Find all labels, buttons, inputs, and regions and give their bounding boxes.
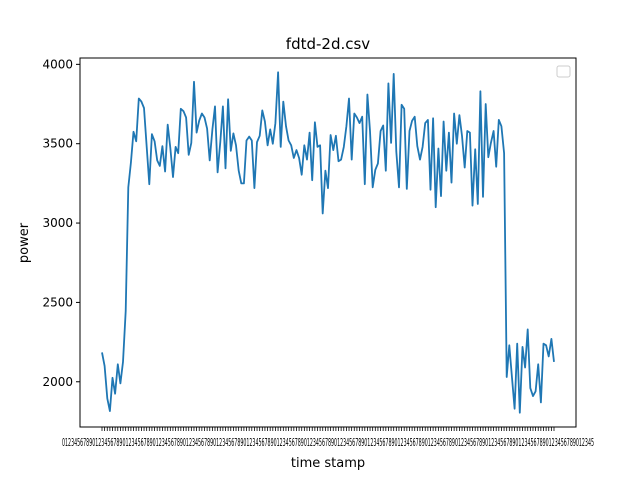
y-tick-label: 2000: [42, 375, 73, 389]
y-axis: 2000 2500 3000 3500 4000: [42, 57, 80, 389]
y-axis-label: power: [17, 222, 32, 263]
series-line: [101, 71, 555, 414]
legend-box: [556, 65, 571, 78]
x-tick-labels-overlapping: 0123456789012345678901234567890123456789…: [62, 436, 594, 449]
y-tick-label: 3500: [42, 137, 73, 151]
x-axis-label: time stamp: [291, 456, 365, 471]
y-tick-label: 4000: [42, 57, 73, 71]
y-tick-label: 3000: [42, 216, 73, 230]
plot-area: [79, 57, 577, 428]
y-tick-label: 2500: [42, 295, 73, 309]
x-axis: 0123456789012345678901234567890123456789…: [62, 427, 594, 449]
series-layer: [101, 71, 555, 414]
chart-title: fdtd-2d.csv: [286, 35, 371, 53]
